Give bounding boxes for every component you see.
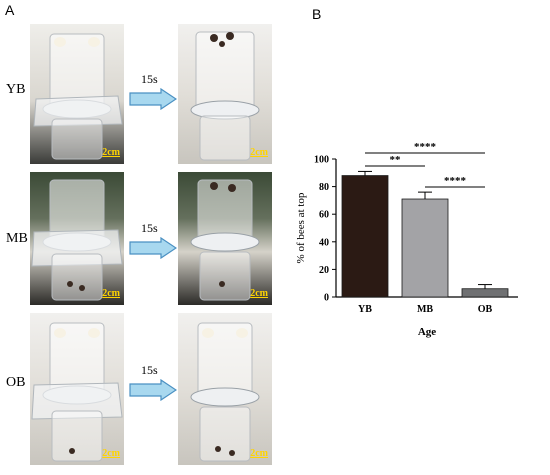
cup-illustration	[190, 31, 260, 161]
arrow-icon	[129, 88, 177, 110]
y-tick-label: 40	[319, 237, 329, 248]
row-label-mb: MB	[6, 231, 28, 246]
scale-label: 2cm	[102, 448, 120, 459]
x-axis-title: Age	[418, 326, 436, 338]
panel-letter-b: B	[312, 6, 322, 22]
bar-mb	[401, 198, 449, 298]
scale-label: 2cm	[250, 448, 268, 459]
significance-label: ****	[444, 175, 467, 187]
cup-illustration	[31, 179, 123, 301]
x-tick-label: OB	[478, 304, 493, 315]
y-tick-label: 0	[324, 293, 329, 304]
photo-ob-after: 2cm	[178, 313, 272, 465]
row-label-yb: YB	[6, 82, 26, 97]
arrow-icon	[129, 237, 177, 259]
x-tick-label: YB	[358, 304, 372, 315]
panel-letter-a: A	[5, 2, 15, 18]
cup-illustration	[33, 33, 123, 160]
arrow-icon	[129, 379, 177, 401]
cup-illustration	[190, 179, 260, 301]
time-label-ob: 15s	[141, 363, 158, 377]
bar-ob	[461, 288, 509, 298]
cup-illustration	[31, 322, 123, 462]
y-axis-title: % of bees at top	[295, 192, 307, 263]
significance-label: ****	[414, 141, 437, 153]
scale-label: 2cm	[102, 147, 120, 158]
row-label-ob: OB	[6, 375, 26, 390]
photo-yb-after: 2cm	[178, 24, 272, 164]
photo-ob-before: 2cm	[30, 313, 124, 465]
time-label-mb: 15s	[141, 221, 158, 235]
time-label-yb: 15s	[141, 72, 158, 86]
photo-mb-before: 2cm	[30, 172, 124, 305]
scale-label: 2cm	[102, 288, 120, 299]
x-tick-label: MB	[417, 304, 433, 315]
bar-yb	[341, 175, 389, 298]
cup-illustration	[190, 322, 260, 462]
y-tick-label: 20	[319, 265, 329, 276]
photo-mb-after: 2cm	[178, 172, 272, 305]
scale-label: 2cm	[250, 147, 268, 158]
y-tick-label: 80	[319, 182, 329, 193]
y-tick-label: 100	[314, 155, 329, 166]
significance-label: **	[390, 154, 402, 166]
y-tick-label: 60	[319, 210, 329, 221]
scale-label: 2cm	[250, 288, 268, 299]
photo-yb-before: 2cm	[30, 24, 124, 164]
